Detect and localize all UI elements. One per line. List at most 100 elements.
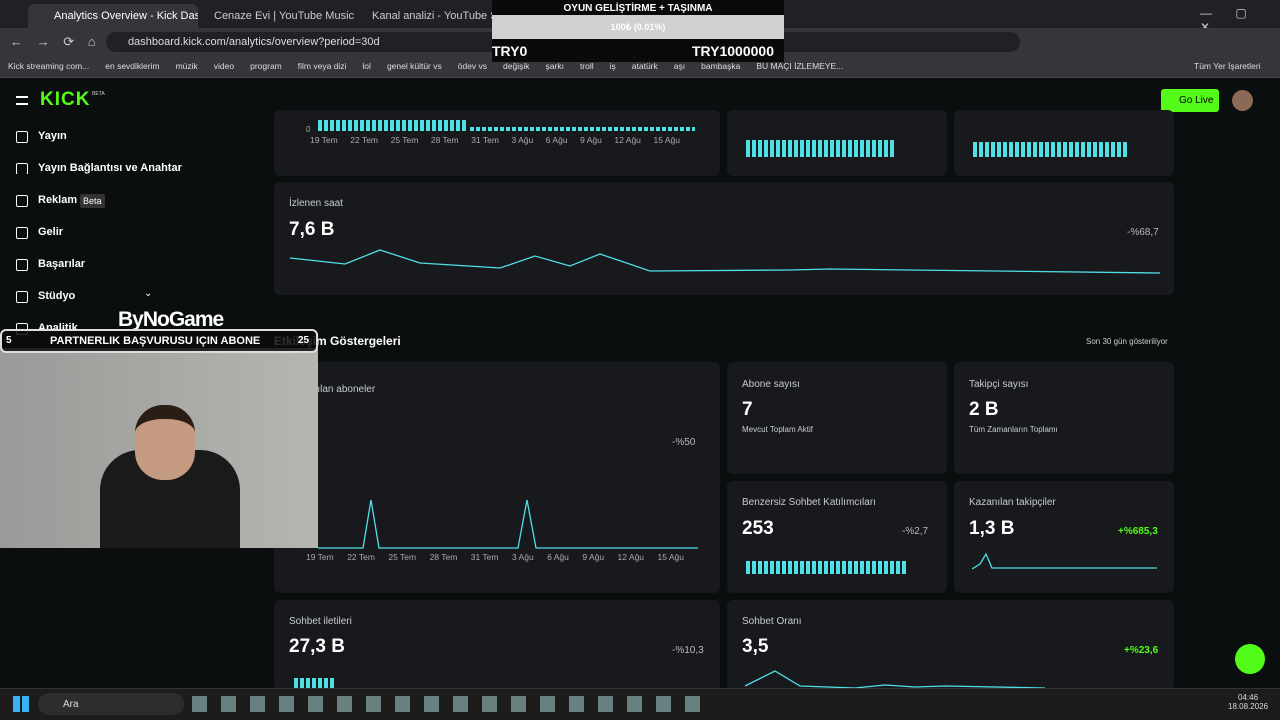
card xyxy=(274,600,720,690)
sparkline xyxy=(290,249,1160,274)
card-title: Abone sayısı xyxy=(742,379,800,390)
all-bookmarks[interactable]: Tüm Yer İşaretleri xyxy=(1194,61,1261,71)
card-change: -%10,3 xyxy=(672,645,704,656)
x-tick-label: 15 Ağu xyxy=(653,135,680,145)
nav-item[interactable]: Stüdyo xyxy=(16,290,75,303)
bookmarks: Kick streaming com... en sevdiklerim müzik… xyxy=(8,61,843,71)
card xyxy=(954,481,1174,593)
sparkline xyxy=(746,561,906,574)
card-title: Kazanılan takipçiler xyxy=(969,497,1056,508)
x-tick-label: 19 Tem xyxy=(306,552,334,562)
nav-item[interactable]: Yayın xyxy=(16,130,67,143)
card-value: 7 xyxy=(742,399,753,420)
bookmark[interactable]: en sevdiklerim xyxy=(105,61,160,71)
nav-buttons[interactable]: ← → ⟳ ⌂ xyxy=(10,34,96,49)
window-controls[interactable]: — ▢ ✕ xyxy=(1200,6,1247,34)
webcam-face xyxy=(135,405,195,480)
card-value: 2 B xyxy=(969,399,999,420)
section-note: Son 30 gün gösteriliyor xyxy=(1086,337,1168,346)
card-value: 3,5 xyxy=(742,636,769,657)
avatar[interactable] xyxy=(1232,90,1253,111)
start-button[interactable] xyxy=(13,696,29,712)
clock: 04:46 18.08.2026 xyxy=(1228,693,1268,711)
x-tick-label: 3 Ağu xyxy=(511,135,534,145)
bookmark[interactable]: iş xyxy=(609,61,616,71)
bookmark[interactable]: şarkı xyxy=(545,61,564,71)
nav-item[interactable]: Reklam xyxy=(16,194,77,207)
chevron[interactable]: ⌄ xyxy=(144,288,153,299)
taskbar-apps[interactable] xyxy=(192,696,712,712)
x-tick-label: 12 Ağu xyxy=(617,552,645,562)
sparkline xyxy=(318,499,698,549)
card xyxy=(727,362,947,474)
x-tick-label: 12 Ağu xyxy=(614,135,641,145)
card-note: Tüm Zamanların Toplamı xyxy=(969,425,1058,434)
sub-goal: 25 xyxy=(298,335,310,346)
help-button[interactable] xyxy=(1235,644,1265,674)
goal-max: TRY1000000 xyxy=(692,43,774,59)
menu-icon[interactable] xyxy=(16,96,28,105)
axis-zero: 0 xyxy=(306,125,311,134)
card-change: +%23,6 xyxy=(1124,645,1159,656)
tab[interactable]: Analytics Overview - Kick Dashb xyxy=(28,4,198,28)
nav-item[interactable]: Gelir xyxy=(16,226,63,239)
bookmarks-bar xyxy=(0,56,1280,78)
bookmark[interactable]: bambaşka xyxy=(701,61,741,71)
date: 18.08.2026 xyxy=(1228,702,1269,711)
x-tick-label: 15 Ağu xyxy=(657,552,684,562)
sparkline xyxy=(973,142,1128,157)
tab[interactable]: Kanal analizi - YouTube Studio xyxy=(372,10,516,22)
nav-item[interactable]: Yayın Bağlantısı ve Anahtar xyxy=(16,162,188,174)
bookmark[interactable]: film veya dizi xyxy=(297,61,347,71)
bookmark[interactable]: lol xyxy=(362,61,371,71)
card xyxy=(954,362,1174,474)
watch-hours-card xyxy=(274,182,1174,295)
x-tick-label: 25 Tem xyxy=(390,135,419,145)
sparkline xyxy=(294,678,334,688)
bookmark[interactable]: video xyxy=(213,61,235,71)
x-tick-label: 22 Tem xyxy=(350,135,379,145)
bookmark[interactable]: ödev vs xyxy=(457,61,488,71)
x-tick-label: 9 Ağu xyxy=(580,135,602,145)
card-title: Sohbet Oranı xyxy=(742,616,802,627)
brand-overlay: ByNoGame xyxy=(118,308,224,331)
x-tick-label: 22 Tem xyxy=(347,552,375,562)
bookmark[interactable]: BU MAÇI İZLEMEYE... xyxy=(756,61,844,71)
bookmark[interactable]: genel kültür vs xyxy=(386,61,442,71)
x-tick-label: 6 Ağu xyxy=(545,135,568,145)
sub-count: 5 xyxy=(6,335,12,346)
card-value: 253 xyxy=(742,518,774,539)
nav-item[interactable]: Başarılar xyxy=(16,258,85,271)
beta-badge: Beta xyxy=(80,194,105,208)
sub-goal-overlay xyxy=(0,329,318,353)
bookmark[interactable]: Kick streaming com... xyxy=(8,61,90,71)
bookmark[interactable]: değişik xyxy=(503,61,530,71)
tab[interactable]: Cenaze Evi | YouTube Music xyxy=(214,10,355,22)
x-tick-label: 6 Ağu xyxy=(547,552,569,562)
bookmark[interactable]: program xyxy=(250,61,282,71)
sparkline xyxy=(318,120,468,131)
x-tick-label: 28 Tem xyxy=(430,135,459,145)
search-box[interactable]: Ara xyxy=(38,693,184,715)
goal-title: OYUN GELİŞTİRME + TAŞINMA xyxy=(563,3,713,14)
card xyxy=(274,362,720,593)
x-axis: 19 Tem 22 Tem 25 Tem 28 Tem 31 Tem 3 Ağu 6 Ağu… xyxy=(306,552,684,562)
card-title: Kazanılan aboneler xyxy=(289,384,376,395)
card-note: Mevcut Toplam Aktif xyxy=(742,425,813,434)
x-tick-label: 25 Tem xyxy=(388,552,417,562)
x-axis: 19 Tem 22 Tem 25 Tem 28 Tem 31 Tem 3 Ağu 6 Ağu… xyxy=(310,135,680,145)
card-title: Sohbet iletileri xyxy=(289,616,352,627)
time: 04:46 xyxy=(1238,693,1259,702)
goal-bar: 100₺ (0.01%) xyxy=(492,15,784,39)
sparkline xyxy=(972,552,1157,570)
x-tick-label: 3 Ağu xyxy=(511,552,534,562)
kick-logo[interactable]: KICK xyxy=(40,89,91,110)
bookmark[interactable]: müzik xyxy=(175,61,198,71)
sub-text: PARTNERLIK BAŞVURUSU IÇIN ABONE xyxy=(50,335,261,347)
bookmark[interactable]: aşı xyxy=(673,61,686,71)
bookmark[interactable]: atatürk xyxy=(631,61,658,71)
go-live-button[interactable]: Go Live xyxy=(1161,89,1219,112)
bookmark[interactable]: troll xyxy=(579,61,594,71)
x-tick-label: 31 Tem xyxy=(470,552,499,562)
